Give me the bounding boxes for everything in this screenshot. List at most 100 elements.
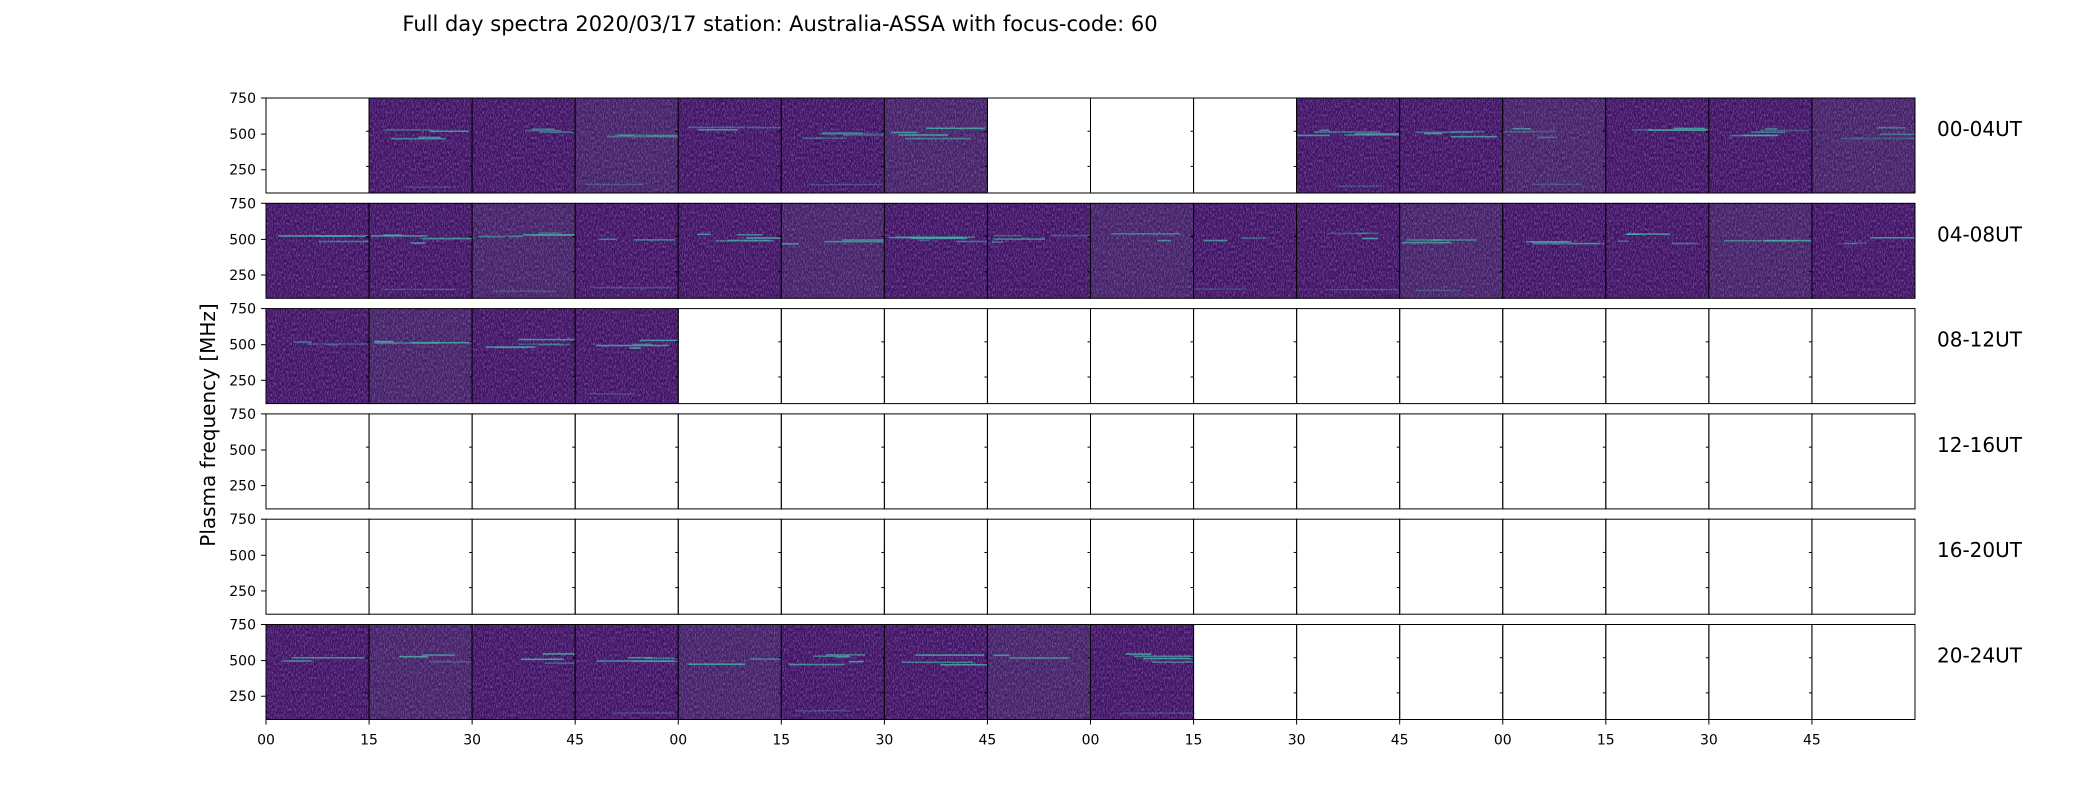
spectrum-noise: [472, 624, 576, 720]
spectrum-cell: [469, 308, 576, 405]
spectrum-cell: [984, 202, 1091, 299]
spectrum-cell: [366, 624, 473, 720]
spectrum-cell: [1396, 202, 1504, 299]
spectrum-cell: [881, 308, 988, 405]
spectrum-cell: [1087, 202, 1195, 299]
spectrum-streak: [1533, 183, 1582, 185]
cell-frame: [986, 308, 1091, 405]
cell-frame: [1502, 413, 1607, 510]
spectrum-streak: [429, 130, 473, 132]
spectrum-streak: [1343, 134, 1400, 136]
x-axis-ticks: 00 15 30 45 00 15 30 45 00 15 30 45 00 15 30 45: [257, 719, 1821, 749]
spectrum-streak: [1125, 653, 1152, 655]
spectrum-cell: [572, 202, 679, 299]
y-tick-label: 750: [229, 302, 256, 318]
spectrum-streak: [523, 234, 576, 236]
spectrum-streak: [1133, 655, 1194, 658]
spectrum-cell: [1396, 624, 1504, 720]
row-panel: 750 500 250 08-12UT: [229, 302, 2023, 405]
spectrum-cell: [1705, 624, 1813, 720]
spectrum-streak: [813, 655, 849, 657]
spectrum-cell: [984, 624, 1091, 720]
x-tick-label: 15: [772, 733, 790, 749]
y-tick-label: 500: [229, 654, 256, 670]
spectrum-cell: [881, 413, 988, 510]
spectrum-streak: [1142, 657, 1194, 660]
spectrum-streak: [926, 127, 985, 130]
spectrum-cell: [1396, 413, 1504, 510]
spectrum-streak: [629, 347, 641, 349]
spectrum-streak: [993, 654, 1010, 657]
cell-frame: [780, 308, 885, 405]
cell-frame: [986, 413, 1091, 510]
spectrum-cell: [1190, 413, 1298, 510]
spectrum-streak: [915, 654, 985, 656]
spectrum-cell: [1190, 308, 1298, 405]
spectrum-cell: [1190, 202, 1298, 299]
chart-title: Full day spectra 2020/03/17 station: Aus…: [402, 12, 1157, 36]
spectrum-cell: [1293, 97, 1401, 194]
spectrum-noise: [472, 203, 576, 299]
cell-frame: [1296, 624, 1401, 720]
spectrum-streak: [688, 126, 745, 129]
spectrum-streak: [538, 343, 571, 346]
spectrum-cell: [1499, 308, 1607, 405]
spectrum-noise: [1708, 203, 1812, 299]
y-tick-label: 750: [229, 196, 256, 212]
spectrum-streak: [956, 240, 988, 243]
spectrum-cell: [469, 518, 576, 615]
cell-frame: [1399, 308, 1504, 405]
x-tick-label: 45: [1391, 733, 1409, 749]
spectrum-streak: [307, 343, 370, 345]
spectrum-cell: [881, 97, 988, 194]
row-panel: 750 500 250 04-08UT: [229, 196, 2023, 299]
spectrum-streak: [789, 663, 844, 666]
spectrum-streak: [1313, 131, 1381, 133]
spectrum-streak: [1009, 657, 1070, 659]
cell-frame: [677, 413, 782, 510]
x-tick-label: 30: [1700, 733, 1718, 749]
spectrum-streak: [1648, 129, 1709, 131]
spectrum-noise: [1708, 98, 1812, 193]
spectrum-cell: [1087, 97, 1195, 194]
spectrum-noise: [1399, 98, 1503, 193]
spectrum-cell: [469, 624, 576, 720]
spectrum-streak: [1569, 242, 1606, 245]
spectrum-streak: [1618, 240, 1629, 242]
spectrum-streak: [1336, 185, 1382, 187]
spectrum-streak: [418, 136, 441, 139]
y-tick-label: 250: [229, 373, 256, 389]
spectrum-streak: [544, 662, 576, 664]
spectrum-cell: [675, 202, 782, 299]
spectrum-noise: [369, 624, 473, 720]
cell-frame: [1399, 413, 1504, 510]
row-label: 00-04UT: [1937, 117, 2023, 141]
spectrum-streak: [697, 233, 711, 236]
spectrum-cell: [984, 97, 1091, 194]
spectrum-streak: [1050, 234, 1091, 237]
spectrum-cell: [1396, 518, 1504, 615]
spectrum-cell: [1499, 413, 1607, 510]
spectrum-streak: [493, 290, 557, 292]
spectrum-streak: [727, 239, 771, 242]
spectrum-cell: [778, 202, 885, 299]
spectrum-noise: [1502, 98, 1606, 193]
spectrum-cell: [675, 97, 782, 194]
cell-frame: [1193, 624, 1298, 720]
spectrum-streak: [587, 393, 635, 395]
spectrum-cell: [265, 97, 370, 194]
spectrum-streak: [1625, 233, 1641, 235]
spectrum-streak: [749, 658, 782, 660]
cell-frame: [368, 518, 473, 615]
y-tick-label: 750: [229, 512, 256, 528]
cell-frame: [1811, 518, 1916, 615]
spectrum-streak: [1876, 127, 1906, 129]
spectrum-streak: [374, 342, 439, 344]
spectrum-streak: [781, 243, 799, 245]
x-tick-label: 30: [463, 733, 481, 749]
row-label: 04-08UT: [1937, 222, 2023, 246]
spectrum-noise: [678, 203, 782, 299]
cell-frame: [1296, 413, 1401, 510]
spectrum-streak: [318, 240, 369, 243]
spectrum-streak: [399, 655, 429, 658]
